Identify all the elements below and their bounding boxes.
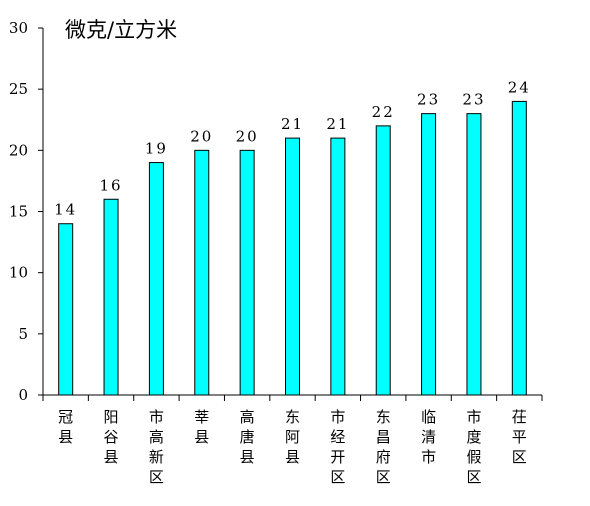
data-label: 20 xyxy=(236,127,259,145)
bar xyxy=(194,149,210,396)
data-label: 16 xyxy=(99,176,122,194)
y-tick-label: 5 xyxy=(18,325,28,343)
y-tick-label: 0 xyxy=(18,386,28,404)
bar xyxy=(421,113,437,396)
category-label: 临清市 xyxy=(421,408,436,466)
y-tick-label: 20 xyxy=(9,141,28,159)
data-label: 20 xyxy=(190,127,213,145)
bars xyxy=(58,100,527,396)
category-label: 东阿县 xyxy=(285,408,300,466)
y-tick-label: 10 xyxy=(9,264,28,282)
data-labels: 14 16 19 20 20 21 21 22 23 23 24 xyxy=(54,78,531,219)
category-label: 市度假区 xyxy=(466,408,481,486)
bar xyxy=(285,137,300,396)
category-label: 冠县 xyxy=(58,408,73,446)
bar xyxy=(511,100,527,396)
category-labels: 冠县 阳谷县 市高新区 莘县 高唐县 东阿县 市经开区 东昌府区 临清市 市度假区 茌平区 xyxy=(58,408,527,486)
bar xyxy=(148,162,164,396)
data-label: 21 xyxy=(326,115,349,133)
data-label: 24 xyxy=(508,78,531,96)
data-label: 21 xyxy=(281,115,304,133)
category-label: 莘县 xyxy=(194,408,209,446)
category-label: 高唐县 xyxy=(240,408,255,466)
y-tick-label: 15 xyxy=(9,203,28,221)
category-label: 市经开区 xyxy=(330,408,345,486)
bar xyxy=(103,198,119,396)
bar xyxy=(466,113,482,396)
category-label: 市高新区 xyxy=(149,408,164,486)
bar xyxy=(330,137,346,396)
data-label: 23 xyxy=(462,91,485,109)
category-label: 东昌府区 xyxy=(376,408,391,486)
bar xyxy=(58,223,74,396)
bar xyxy=(375,125,391,396)
y-tick-label: 30 xyxy=(9,19,28,37)
bar xyxy=(239,149,255,396)
y-axis-ticks: 0 5 10 15 20 25 30 xyxy=(9,19,43,404)
category-label: 阳谷县 xyxy=(104,408,119,466)
y-tick-label: 25 xyxy=(9,80,28,98)
data-label: 14 xyxy=(54,201,77,219)
y-axis-unit-label: 微克/立方米 xyxy=(65,18,177,42)
data-label: 22 xyxy=(372,103,395,121)
category-label: 茌平区 xyxy=(512,408,527,466)
data-label: 23 xyxy=(417,91,440,109)
data-label: 19 xyxy=(145,140,168,158)
